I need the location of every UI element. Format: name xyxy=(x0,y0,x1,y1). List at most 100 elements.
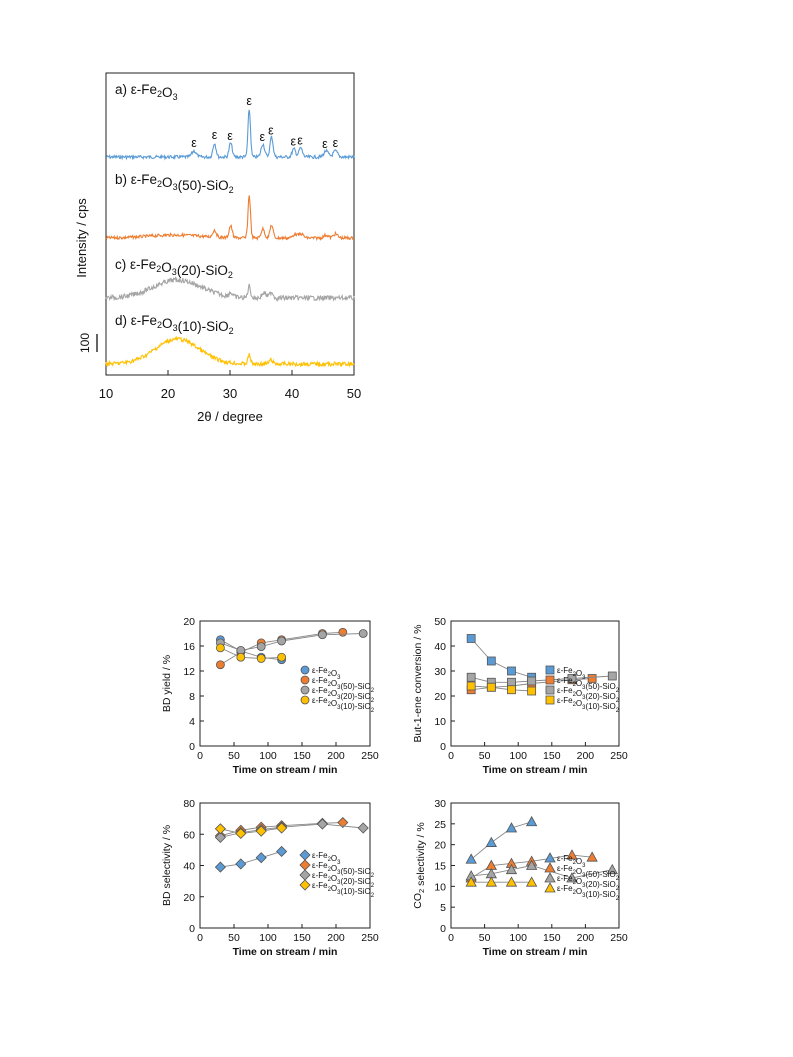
y-tick-label: 25 xyxy=(434,819,446,831)
y-tick-label: 16 xyxy=(183,641,195,653)
data-point xyxy=(507,677,516,687)
legend-label: ε-Fe2O3 xyxy=(557,666,586,681)
legend-label: ε-Fe2O3 xyxy=(557,854,586,869)
xrd-trace-4 xyxy=(105,335,355,368)
xrd-trace-3 xyxy=(105,276,355,303)
legend-marker xyxy=(544,852,556,863)
series-3 xyxy=(465,859,618,883)
x-tick-label: 100 xyxy=(509,932,527,944)
legend-label: ε-Fe2O3(50)-SiO2 xyxy=(557,864,620,882)
legend-label: ε-Fe2O3(10)-SiO2 xyxy=(312,696,375,714)
data-point xyxy=(466,634,476,643)
x-tick-label: 150 xyxy=(293,932,311,944)
panel-bd-selectivity: 0 50 100 150 200 250 0 20 40 60 80 Time on stream /… xyxy=(161,798,379,958)
x-tick-label: 0 xyxy=(197,750,203,762)
panel-butene-conversion: 0 50 100 150 200 250 0 10 20 30 40 50 Time on stream… xyxy=(412,616,628,776)
x-tick-label: 250 xyxy=(610,750,628,762)
x-tick-label: 200 xyxy=(327,750,345,762)
data-point xyxy=(357,822,369,834)
data-point xyxy=(527,676,537,686)
x-tick-label: 200 xyxy=(327,932,345,944)
data-point xyxy=(505,822,518,833)
legend-marker xyxy=(544,862,556,873)
data-point xyxy=(466,681,476,691)
series-line xyxy=(470,821,532,860)
y-tick-label: 60 xyxy=(183,829,195,841)
data-point xyxy=(486,656,496,666)
xrd-trace-label: d) ε-Fe2O3(10)-SiO2 xyxy=(115,313,234,336)
y-tick-label: 40 xyxy=(434,641,446,653)
y-tick-label: 20 xyxy=(183,616,195,628)
legend-marker xyxy=(300,685,310,695)
legend-label: ε-Fe2O3(50)-SiO2 xyxy=(312,676,375,694)
data-point xyxy=(505,876,518,887)
data-point xyxy=(485,876,497,887)
y-tick-label: 5 xyxy=(440,902,446,914)
panel-bd-yield: 0 50 100 150 200 250 0 4 8 12 16 20 Time on stream /… xyxy=(161,616,379,776)
data-point xyxy=(527,686,537,696)
legend-label: ε-Fe2O3(20)-SiO2 xyxy=(557,874,620,892)
data-point xyxy=(505,863,518,875)
series-1 xyxy=(466,634,537,682)
data-point xyxy=(276,845,288,858)
y-tick-label: 30 xyxy=(434,798,446,810)
xrd-trace-label: a) ε-Fe2O3 xyxy=(115,82,178,102)
data-point xyxy=(358,629,368,638)
legend-marker xyxy=(544,882,556,893)
data-point xyxy=(567,674,577,683)
data-point xyxy=(214,823,226,835)
legend-marker xyxy=(299,879,311,891)
xrd-x-tick-label: 20 xyxy=(161,386,175,401)
y-tick-label: 4 xyxy=(189,716,195,728)
xrd-epsilon-marker: ε xyxy=(246,94,252,108)
x-tick-label: 200 xyxy=(577,750,595,762)
y-tick-label: 20 xyxy=(434,691,446,703)
legend-marker xyxy=(299,869,311,881)
x-tick-label: 150 xyxy=(293,750,311,762)
data-point xyxy=(507,685,516,695)
x-tick-label: 0 xyxy=(197,932,203,944)
y-tick-label: 30 xyxy=(434,666,446,678)
y-tick-label: 8 xyxy=(189,691,195,703)
y-tick-label: 10 xyxy=(434,881,446,893)
y-tick-label: 80 xyxy=(183,798,195,810)
legend-marker xyxy=(300,675,310,685)
x-tick-label: 0 xyxy=(448,750,454,762)
series-1 xyxy=(465,815,538,864)
data-point xyxy=(215,643,225,653)
x-tick-label: 50 xyxy=(479,932,491,944)
xrd-epsilon-marker: ε xyxy=(297,134,303,148)
data-point xyxy=(507,666,516,676)
xrd-epsilon-marker: ε xyxy=(290,134,296,148)
y-tick-label: 15 xyxy=(434,861,446,873)
xrd-epsilon-marker: ε xyxy=(268,124,274,138)
data-point xyxy=(255,852,267,864)
legend-marker xyxy=(545,695,555,705)
data-point xyxy=(465,876,477,887)
x-axis-label: Time on stream / min xyxy=(233,764,338,776)
x-tick-label: 250 xyxy=(361,750,379,762)
panel-frame xyxy=(450,620,620,747)
legend-label: ε-Fe2O3 xyxy=(312,851,341,866)
xrd-trace-label: b) ε-Fe2O3(50)-SiO2 xyxy=(115,172,234,195)
y-tick-label: 0 xyxy=(440,923,446,935)
panel-frame xyxy=(199,620,371,747)
series-3 xyxy=(215,629,368,655)
data-point xyxy=(566,849,578,860)
series-4 xyxy=(215,643,287,663)
xrd-trace-label: c) ε-Fe2O3(20)-SiO2 xyxy=(115,257,233,280)
data-point xyxy=(606,863,618,875)
data-point xyxy=(525,859,538,870)
xrd-x-tick-label: 10 xyxy=(99,386,113,401)
x-axis-label: Time on stream / min xyxy=(233,946,338,958)
series-line xyxy=(220,827,282,834)
y-tick-label: 50 xyxy=(434,616,446,628)
data-point xyxy=(587,674,597,683)
x-tick-label: 200 xyxy=(577,932,595,944)
x-tick-label: 150 xyxy=(543,750,561,762)
legend-label: ε-Fe2O3(50)-SiO2 xyxy=(557,676,620,694)
xrd-epsilon-marker: ε xyxy=(191,136,197,150)
series-1 xyxy=(215,635,287,665)
